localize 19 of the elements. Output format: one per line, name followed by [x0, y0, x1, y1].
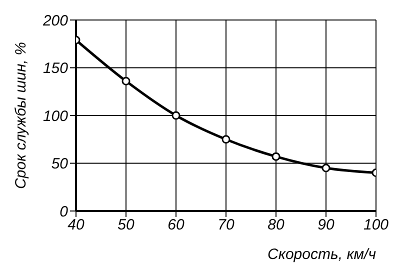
y-tick-label: 200	[42, 12, 69, 30]
point	[122, 76, 130, 86]
point	[322, 164, 330, 172]
x-tick-label: 70	[218, 216, 235, 234]
x-tick-label: 90	[318, 216, 335, 234]
y-tick-label: 0	[60, 203, 69, 220]
x-tick-label: 60	[168, 216, 185, 234]
x-tick-label: 80	[268, 216, 285, 234]
y-axis-title: Срок службы шин, %	[12, 42, 30, 189]
x-axis-title: Скорость, км/ч	[268, 246, 376, 263]
x-tick-label: 40	[68, 216, 85, 234]
x-tick-label: 50	[118, 216, 135, 234]
y-tick-label: 100	[42, 108, 69, 125]
y-tick-label: 150	[42, 60, 69, 78]
point	[222, 135, 230, 144]
y-tick-label: 50	[51, 156, 69, 173]
point	[172, 111, 180, 120]
x-tick-label: 100	[363, 216, 390, 234]
point	[272, 152, 280, 161]
